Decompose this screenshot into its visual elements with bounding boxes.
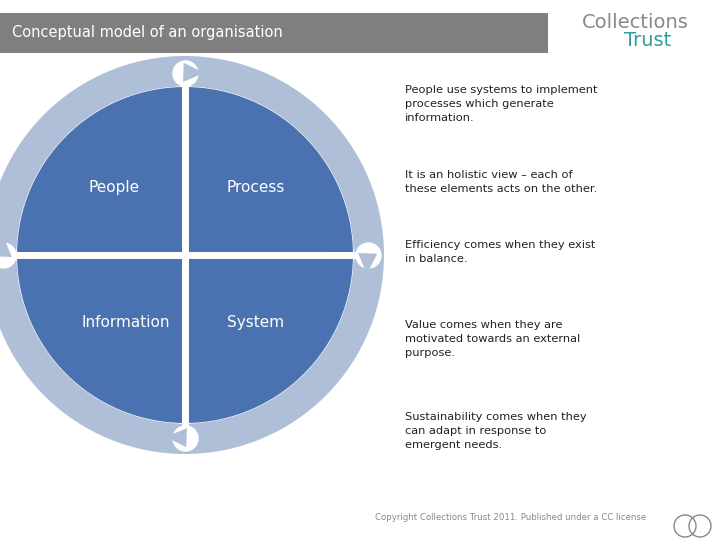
Text: People: People xyxy=(89,180,140,195)
Text: Sustainability comes when they
can adapt in response to
emergent needs.: Sustainability comes when they can adapt… xyxy=(405,412,587,450)
Circle shape xyxy=(16,86,354,424)
Text: System: System xyxy=(227,315,284,330)
Text: Process: Process xyxy=(226,180,284,195)
Text: People use systems to implement
processes which generate
information.: People use systems to implement processe… xyxy=(405,85,598,123)
Polygon shape xyxy=(358,253,377,274)
Text: It is an holistic view – each of
these elements acts on the other.: It is an holistic view – each of these e… xyxy=(405,170,598,194)
Wedge shape xyxy=(17,87,185,255)
Text: Efficiency comes when they exist
in balance.: Efficiency comes when they exist in bala… xyxy=(405,240,595,264)
FancyBboxPatch shape xyxy=(0,13,548,53)
Text: Conceptual model of an organisation: Conceptual model of an organisation xyxy=(12,25,283,40)
Polygon shape xyxy=(183,63,204,82)
Text: Information: Information xyxy=(82,315,171,330)
Text: Trust: Trust xyxy=(624,30,672,50)
Text: Copyright Collections Trust 2011. Published under a CC license: Copyright Collections Trust 2011. Publis… xyxy=(375,513,647,522)
Text: Collections: Collections xyxy=(582,12,688,31)
Wedge shape xyxy=(17,255,185,423)
Wedge shape xyxy=(185,87,353,255)
Polygon shape xyxy=(166,428,187,447)
Wedge shape xyxy=(185,255,353,423)
Polygon shape xyxy=(0,236,12,257)
Circle shape xyxy=(0,56,384,454)
Text: Value comes when they are
motivated towards an external
purpose.: Value comes when they are motivated towa… xyxy=(405,320,580,358)
